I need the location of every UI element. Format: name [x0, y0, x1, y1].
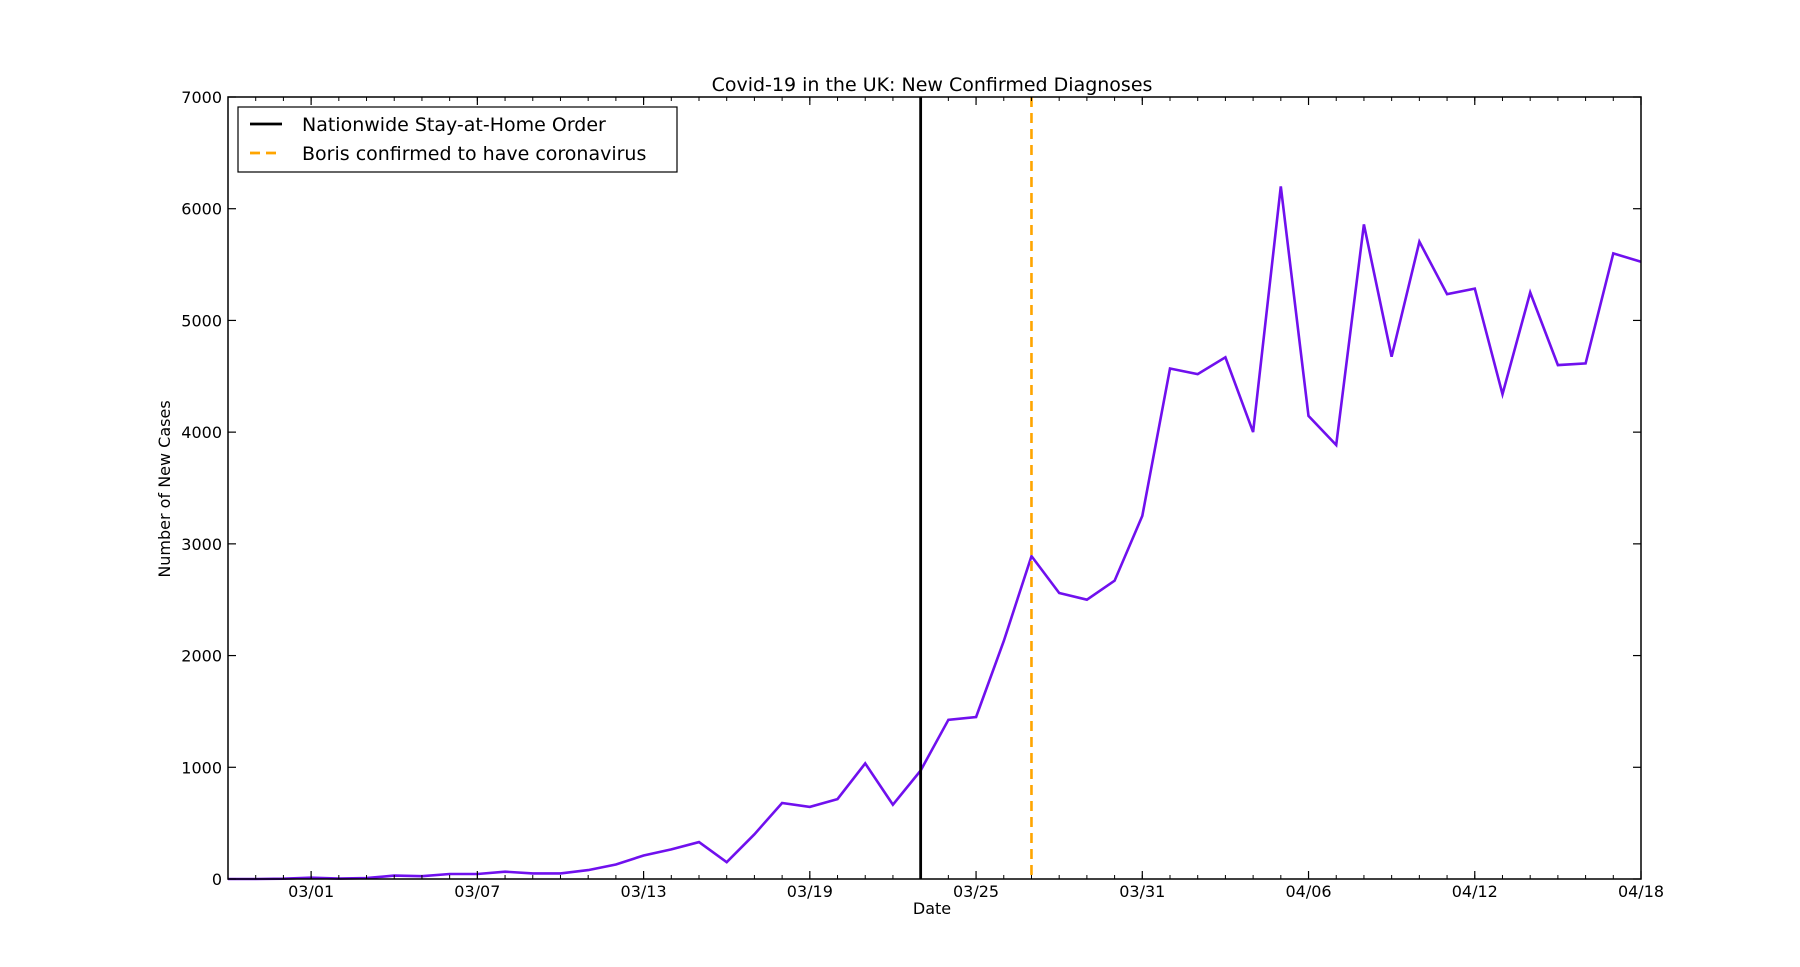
y-tick-label: 6000	[181, 200, 222, 219]
legend-label: Boris confirmed to have coronavirus	[302, 143, 646, 165]
x-tick-label: 03/19	[787, 882, 833, 901]
legend: Nationwide Stay-at-Home Order Boris confi…	[237, 106, 678, 173]
x-tick-label: 03/01	[288, 882, 334, 901]
legend-label: Nationwide Stay-at-Home Order	[302, 114, 606, 136]
y-axis-title: Number of New Cases	[155, 400, 174, 577]
legend-box	[237, 106, 678, 173]
y-tick-label: 3000	[181, 535, 222, 554]
x-tick-label: 03/31	[1119, 882, 1165, 901]
series-line	[228, 186, 1642, 881]
x-tick-label: 04/18	[1618, 882, 1664, 901]
chart-title: Covid-19 in the UK: New Confirmed Diagno…	[712, 74, 1153, 96]
x-tick-label: 03/07	[454, 882, 500, 901]
x-axis: 03/01 03/07 03/13 03/19 03/25 03/31 04/06 04/12…	[227, 97, 1664, 901]
x-tick-label: 03/13	[621, 882, 667, 901]
y-tick-label: 7000	[181, 88, 222, 107]
plot-frame	[227, 96, 1642, 880]
y-tick-label: 1000	[181, 758, 222, 777]
y-axis: 0 1000 2000 3000 4000 5000 6000 7000	[181, 88, 1641, 889]
y-tick-label: 5000	[181, 311, 222, 330]
y-tick-label: 2000	[181, 647, 222, 666]
plot-area	[228, 97, 1642, 881]
x-tick-label: 04/06	[1285, 882, 1331, 901]
y-tick-label: 4000	[181, 423, 222, 442]
x-tick-label: 04/12	[1452, 882, 1498, 901]
x-tick-label: 03/25	[953, 882, 999, 901]
x-axis-title: Date	[913, 899, 951, 918]
y-tick-label: 0	[212, 870, 222, 889]
